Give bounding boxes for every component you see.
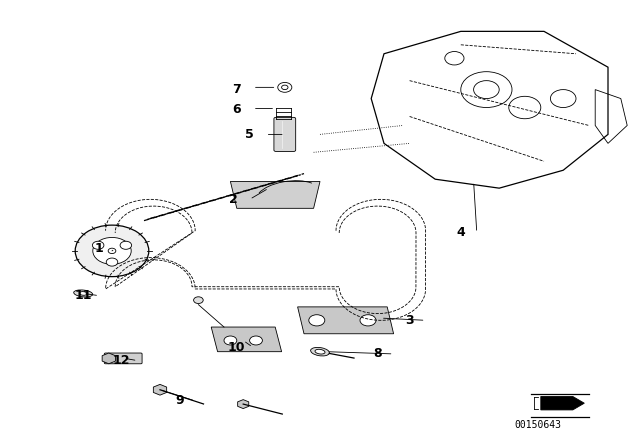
Text: 4: 4: [456, 226, 465, 240]
Text: 2: 2: [229, 193, 238, 206]
Ellipse shape: [309, 314, 325, 326]
Ellipse shape: [120, 241, 132, 249]
Text: 3: 3: [405, 314, 414, 327]
Ellipse shape: [282, 85, 288, 90]
Ellipse shape: [106, 258, 118, 266]
Text: 1: 1: [95, 242, 104, 255]
Text: 7: 7: [232, 83, 241, 96]
Ellipse shape: [315, 349, 325, 354]
FancyBboxPatch shape: [104, 353, 142, 364]
Ellipse shape: [250, 336, 262, 345]
Polygon shape: [102, 353, 115, 364]
Ellipse shape: [360, 314, 376, 326]
Polygon shape: [154, 384, 166, 395]
Text: 12: 12: [113, 354, 131, 367]
Polygon shape: [230, 181, 320, 208]
Polygon shape: [211, 327, 282, 352]
Polygon shape: [237, 400, 249, 409]
Text: 10: 10: [228, 340, 246, 354]
Ellipse shape: [193, 297, 204, 304]
Ellipse shape: [74, 290, 93, 297]
Polygon shape: [298, 307, 394, 334]
Text: 11: 11: [74, 289, 92, 302]
Ellipse shape: [310, 347, 330, 356]
Text: 6: 6: [232, 103, 241, 116]
Ellipse shape: [108, 248, 116, 254]
Text: 9: 9: [175, 394, 184, 408]
FancyBboxPatch shape: [274, 117, 296, 151]
Text: 5: 5: [245, 128, 254, 141]
Text: 8: 8: [373, 347, 382, 361]
Ellipse shape: [92, 241, 104, 249]
Ellipse shape: [93, 237, 131, 264]
Ellipse shape: [79, 292, 87, 295]
Polygon shape: [541, 396, 584, 410]
Ellipse shape: [278, 82, 292, 92]
Ellipse shape: [224, 336, 237, 345]
Ellipse shape: [76, 225, 149, 276]
Text: 00150643: 00150643: [514, 420, 561, 430]
